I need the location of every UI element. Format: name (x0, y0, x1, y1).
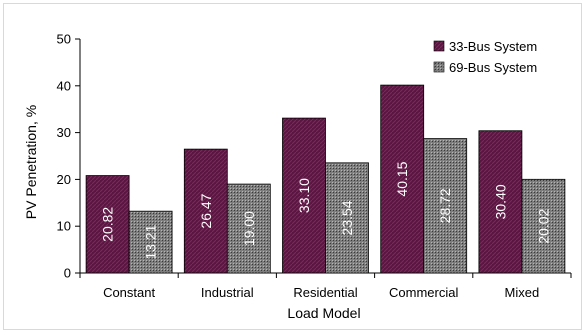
legend-swatch-33-bus (433, 40, 445, 52)
y-tick-label: 50 (57, 32, 71, 47)
x-tick-label: Mixed (505, 285, 540, 300)
bar-data-label: 23.54 (339, 200, 355, 235)
x-tick-label: Industrial (201, 285, 254, 300)
y-tick-label: 30 (57, 125, 71, 140)
bar-labels: 20.82 26.47 33.10 40.15 30.40 13.21 19.00 23.54… (100, 161, 552, 259)
chart-frame (3, 3, 582, 330)
bar-69-bus (423, 138, 468, 274)
y-tick-label: 40 (57, 78, 71, 93)
bar-33-bus (85, 175, 130, 274)
y-axis: 0 10 20 30 40 50 (57, 32, 81, 281)
legend-swatch-69-bus (433, 61, 445, 73)
bar-data-label: 40.15 (394, 161, 410, 196)
bar-69-bus (521, 178, 566, 274)
bar-33-bus (282, 117, 326, 274)
bars (85, 84, 566, 274)
y-tick-label: 10 (57, 219, 71, 234)
bar-69-bus (128, 210, 173, 274)
bar-data-label: 33.10 (296, 178, 312, 213)
legend: 33-Bus System 69-Bus System (433, 39, 537, 75)
y-axis-title: PV Penetration, % (23, 105, 39, 219)
x-axis: Constant Industrial Residential Commercial M… (79, 272, 572, 300)
bar-data-label: 13.21 (143, 224, 159, 259)
y-tick-label: 20 (57, 172, 71, 187)
bar-data-label: 30.40 (492, 184, 508, 219)
x-tick-label: Constant (103, 285, 155, 300)
bar-69-bus (226, 183, 271, 274)
bar-33-bus (183, 148, 228, 274)
bar-33-bus (478, 130, 523, 274)
bar-33-bus (380, 84, 425, 274)
x-axis-title: Load Model (287, 305, 360, 321)
x-tick-label: Commercial (389, 285, 458, 300)
legend-label-69-bus: 69-Bus System (449, 60, 537, 75)
bar-data-label: 26.47 (198, 193, 214, 228)
bar-data-label: 20.02 (535, 208, 551, 243)
legend-label-33-bus: 33-Bus System (449, 39, 537, 54)
bar-data-label: 20.82 (100, 207, 116, 242)
bar-69-bus (325, 162, 369, 274)
bar-data-label: 19.00 (241, 211, 257, 246)
y-tick-label: 0 (64, 266, 71, 281)
bar-data-label: 28.72 (437, 188, 453, 223)
x-tick-label: Residential (293, 285, 357, 300)
